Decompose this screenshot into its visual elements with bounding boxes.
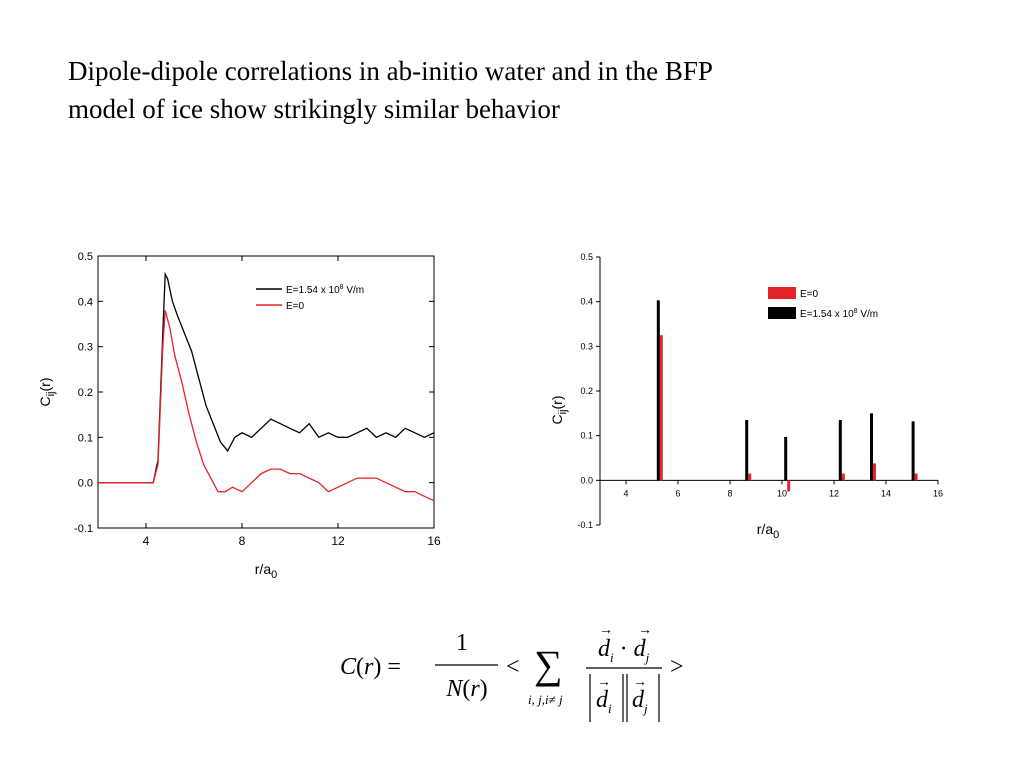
formula-sum-index: i, j,i≠ j: [528, 692, 563, 707]
bar-e-field: [870, 413, 873, 481]
y-tick-label: 0.3: [580, 341, 593, 351]
y-tick-label: 0.1: [78, 432, 93, 444]
x-tick-label: 12: [829, 488, 839, 498]
left-line-chart: -0.1 0.0 0.1 0.2 0.3 0.4 0.5 4 8 12 16 Cij(r) r/a0 E=…: [37, 251, 441, 581]
x-tick-label: 6: [675, 488, 680, 498]
series-line-e-zero: [98, 310, 435, 502]
y-tick-label: 0.4: [580, 297, 593, 307]
formula-vec-denominator: di: [596, 687, 612, 716]
y-tick-label: 0.3: [78, 342, 93, 354]
formula-lhs: C: [340, 654, 357, 680]
bar-e-zero: [841, 473, 845, 481]
x-axis-label: r/a0: [255, 561, 277, 581]
legend-swatch: [768, 287, 796, 299]
x-tick-label: 4: [143, 534, 150, 548]
y-axis-label: Cij(r): [549, 395, 569, 424]
formula-vec-arrow-2: →: [638, 623, 652, 638]
bar-e-field: [911, 421, 915, 481]
correlation-formula: C (r) = 1 N(r) < ∑ i, j,i≠ j di · dj → →…: [340, 623, 684, 722]
bar-e-zero: [787, 480, 791, 492]
x-axis-label: r/a0: [757, 521, 779, 541]
x-tick-label: 4: [623, 488, 628, 498]
y-tick-label: 0.2: [580, 386, 593, 396]
bar-e-field: [838, 420, 842, 481]
y-axis-label: Cij(r): [37, 377, 57, 406]
legend-label: E=0: [286, 301, 305, 312]
x-tick-label: 8: [727, 488, 732, 498]
bar-e-field: [656, 300, 660, 481]
x-tick-label: 16: [933, 488, 943, 498]
x-tick-label: 12: [331, 534, 345, 548]
x-tick-label: 10: [777, 488, 787, 498]
y-tick-label: 0.2: [78, 387, 93, 399]
x-tick-label: 16: [427, 534, 441, 548]
formula-vec-arrow-1: →: [599, 623, 613, 638]
plot-frame: [97, 255, 435, 529]
bar-e-field: [784, 437, 788, 481]
legend-label: E=0: [800, 289, 819, 300]
formula-vec-numerator: di · dj: [598, 636, 650, 665]
bar-e-zero: [659, 335, 663, 481]
svg-text:→: →: [597, 675, 611, 690]
x-tick-label: 8: [239, 534, 246, 548]
y-tick-label: 0.4: [78, 296, 93, 308]
bar-e-field: [745, 420, 749, 481]
y-tick-label: 0.1: [580, 431, 593, 441]
title-line-2: model of ice show strikingly similar beh…: [68, 94, 560, 124]
y-tick-label: 0.5: [78, 251, 93, 263]
legend-label: E=1.54 x 108 V/m: [286, 284, 364, 296]
series-line-e-field: [98, 271, 435, 484]
y-tick-label: -0.1: [577, 520, 593, 530]
x-tick-label: 14: [881, 488, 891, 498]
title-line-1: Dipole-dipole correlations in ab-initio …: [68, 56, 713, 86]
formula-denominator: N(r): [445, 676, 487, 702]
svg-text:dj: dj: [632, 687, 648, 716]
right-bar-chart: -0.1 0.0 0.1 0.2 0.3 0.4 0.5 4 6 8 10 12 14 16 Cij(r) r…: [549, 252, 943, 541]
bar-e-zero: [873, 463, 876, 481]
legend-label: E=1.54 x 108 V/m: [800, 308, 878, 320]
y-tick-label: 0.5: [580, 252, 593, 262]
bar-e-zero: [748, 473, 752, 481]
y-tick-label: 0.0: [580, 475, 593, 485]
svg-text:→: →: [633, 675, 647, 690]
formula-numerator: 1: [456, 630, 468, 656]
formula-sum: ∑: [534, 642, 563, 687]
legend-swatch: [768, 307, 796, 319]
formula-lhs-rest: (r) =: [356, 654, 401, 680]
bar-e-zero: [914, 473, 918, 481]
formula-less-than: <: [506, 654, 520, 680]
slide-title: Dipole-dipole correlations in ab-initio …: [68, 52, 968, 128]
formula-greater-than: >: [670, 654, 684, 680]
y-tick-label: 0.0: [78, 478, 93, 490]
y-tick-label: -0.1: [74, 523, 93, 535]
